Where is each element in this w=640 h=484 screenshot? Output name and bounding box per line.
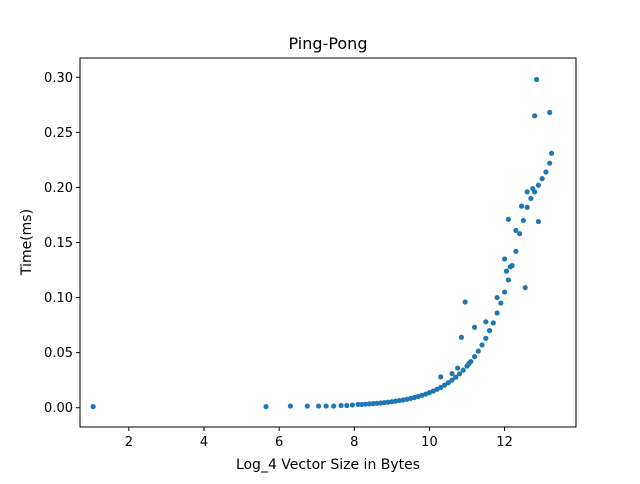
scatter-point bbox=[528, 195, 534, 202]
scatter-point bbox=[539, 176, 545, 182]
scatter-point bbox=[331, 403, 337, 409]
scatter-point bbox=[344, 402, 350, 409]
scatter-point bbox=[438, 374, 444, 380]
y-tick-label: 0.20 bbox=[44, 181, 73, 196]
x-tick-label: 10 bbox=[421, 435, 438, 450]
scatter-point bbox=[263, 404, 269, 410]
scatter-point bbox=[362, 401, 369, 407]
scatter-point bbox=[494, 294, 500, 301]
scatter-point bbox=[518, 203, 525, 209]
scatter-point bbox=[471, 354, 478, 360]
scatter-points bbox=[90, 76, 555, 410]
y-tick-label: 0.30 bbox=[44, 71, 73, 86]
scatter-point bbox=[535, 218, 542, 225]
y-tick-label: 0.25 bbox=[44, 126, 73, 141]
scatter-point bbox=[513, 248, 519, 254]
x-tick-label: 8 bbox=[350, 435, 358, 450]
scatter-point bbox=[349, 402, 356, 408]
scatter-point bbox=[503, 268, 510, 274]
scatter-point bbox=[304, 403, 310, 409]
scatter-point bbox=[455, 365, 461, 371]
y-tick-label: 0.05 bbox=[44, 346, 73, 361]
scatter-point bbox=[381, 399, 387, 406]
scatter-point bbox=[316, 403, 322, 409]
scatter-point bbox=[374, 400, 380, 406]
scatter-point bbox=[449, 370, 455, 377]
scatter-point bbox=[460, 367, 466, 373]
scatter-point bbox=[517, 231, 523, 237]
y-tick-label: 0.15 bbox=[44, 236, 73, 251]
scatter-point bbox=[535, 182, 542, 188]
scatter-point bbox=[486, 328, 493, 334]
x-tick-label: 6 bbox=[275, 435, 283, 450]
x-tick-label: 2 bbox=[125, 435, 133, 450]
scatter-point bbox=[490, 320, 496, 326]
scatter-point bbox=[90, 404, 96, 410]
y-axis-label: Time(ms) bbox=[19, 209, 35, 276]
scatter-point bbox=[453, 374, 459, 380]
scatter-point bbox=[547, 109, 553, 116]
scatter-point bbox=[287, 403, 294, 409]
scatter-point bbox=[445, 380, 451, 386]
scatter-point bbox=[505, 216, 511, 222]
scatter-point bbox=[462, 299, 468, 305]
scatter-point bbox=[502, 289, 508, 295]
scatter-point bbox=[543, 169, 549, 175]
chart-title: Ping-Pong bbox=[289, 34, 368, 53]
scatter-point bbox=[524, 204, 530, 210]
scatter-point bbox=[458, 334, 464, 340]
scatter-point bbox=[471, 324, 478, 330]
scatter-point bbox=[494, 310, 500, 316]
scatter-point bbox=[522, 285, 528, 291]
scatter-point bbox=[338, 402, 344, 409]
scatter-point bbox=[507, 264, 513, 270]
scatter-point bbox=[533, 76, 540, 83]
x-axis-ticks: 2 4 6 8 10 12 bbox=[125, 427, 513, 450]
scatter-point bbox=[513, 227, 519, 233]
scatter-point bbox=[483, 335, 489, 341]
scatter-point bbox=[524, 189, 530, 195]
scatter-point bbox=[366, 401, 372, 407]
scatter-point bbox=[483, 319, 489, 325]
scatter-point bbox=[449, 377, 455, 383]
x-axis-label: Log_4 Vector Size in Bytes bbox=[236, 457, 420, 473]
scatter-point bbox=[530, 185, 536, 192]
x-tick-label: 12 bbox=[496, 435, 513, 450]
scatter-point bbox=[498, 300, 504, 306]
scatter-point bbox=[456, 371, 463, 377]
scatter-point bbox=[370, 401, 376, 407]
scatter-point bbox=[475, 348, 481, 354]
x-tick-label: 4 bbox=[200, 435, 208, 450]
y-axis-ticks: 0.00 0.05 0.10 0.15 0.20 0.25 0.30 bbox=[44, 71, 80, 416]
scatter-point bbox=[479, 342, 485, 348]
scatter-point bbox=[520, 217, 526, 224]
scatter-point bbox=[548, 150, 555, 156]
scatter-point bbox=[502, 256, 508, 262]
scatter-point bbox=[323, 403, 329, 409]
y-tick-label: 0.00 bbox=[44, 401, 73, 416]
scatter-point bbox=[359, 401, 365, 408]
scatter-point bbox=[438, 384, 444, 390]
scatter-point bbox=[466, 361, 472, 367]
scatter-point bbox=[532, 113, 538, 119]
y-tick-label: 0.10 bbox=[44, 291, 73, 306]
scatter-point bbox=[441, 382, 448, 388]
scatter-point bbox=[505, 277, 511, 283]
scatter-point bbox=[547, 160, 553, 166]
scatter-point bbox=[355, 401, 361, 408]
